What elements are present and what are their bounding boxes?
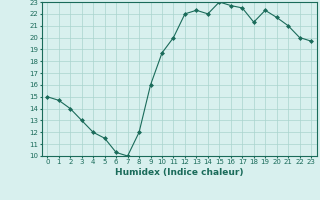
X-axis label: Humidex (Indice chaleur): Humidex (Indice chaleur)	[115, 168, 244, 177]
